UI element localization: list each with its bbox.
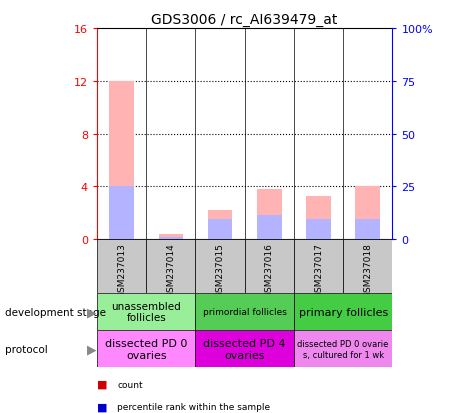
- Bar: [355, 220, 380, 240]
- Bar: [97, 240, 146, 293]
- Bar: [97, 293, 195, 330]
- Text: primordial follicles: primordial follicles: [203, 307, 286, 316]
- Bar: [158, 234, 183, 240]
- Text: ■: ■: [97, 379, 107, 389]
- Bar: [306, 220, 331, 240]
- Bar: [195, 240, 244, 293]
- Bar: [195, 330, 294, 368]
- Bar: [158, 237, 183, 240]
- Text: ▶: ▶: [87, 305, 97, 318]
- Bar: [146, 240, 195, 293]
- Text: dissected PD 0
ovaries: dissected PD 0 ovaries: [105, 338, 187, 360]
- Text: GSM237017: GSM237017: [314, 242, 323, 297]
- Bar: [208, 220, 232, 240]
- Text: GSM237015: GSM237015: [216, 242, 225, 297]
- Text: dissected PD 0 ovarie
s, cultured for 1 wk: dissected PD 0 ovarie s, cultured for 1 …: [298, 339, 389, 358]
- Bar: [355, 187, 380, 240]
- Text: count: count: [117, 380, 143, 389]
- Bar: [294, 293, 392, 330]
- Bar: [294, 330, 392, 368]
- Text: protocol: protocol: [5, 344, 47, 354]
- Text: dissected PD 4
ovaries: dissected PD 4 ovaries: [203, 338, 286, 360]
- Text: GSM237014: GSM237014: [166, 242, 175, 297]
- Text: primary follicles: primary follicles: [299, 307, 388, 317]
- Bar: [306, 196, 331, 240]
- Bar: [195, 293, 294, 330]
- Bar: [109, 187, 134, 240]
- Bar: [343, 240, 392, 293]
- Text: ▶: ▶: [87, 342, 97, 356]
- Title: GDS3006 / rc_AI639479_at: GDS3006 / rc_AI639479_at: [152, 12, 338, 26]
- Bar: [257, 190, 281, 240]
- Text: unassembled
follicles: unassembled follicles: [111, 301, 181, 323]
- Text: GSM237016: GSM237016: [265, 242, 274, 297]
- Bar: [109, 82, 134, 240]
- Text: development stage: development stage: [5, 307, 106, 317]
- Text: ■: ■: [97, 402, 107, 412]
- Bar: [257, 216, 281, 240]
- Text: percentile rank within the sample: percentile rank within the sample: [117, 402, 271, 411]
- Bar: [294, 240, 343, 293]
- Bar: [244, 240, 294, 293]
- Text: GSM237018: GSM237018: [363, 242, 372, 297]
- Text: GSM237013: GSM237013: [117, 242, 126, 297]
- Bar: [97, 330, 195, 368]
- Bar: [208, 211, 232, 240]
